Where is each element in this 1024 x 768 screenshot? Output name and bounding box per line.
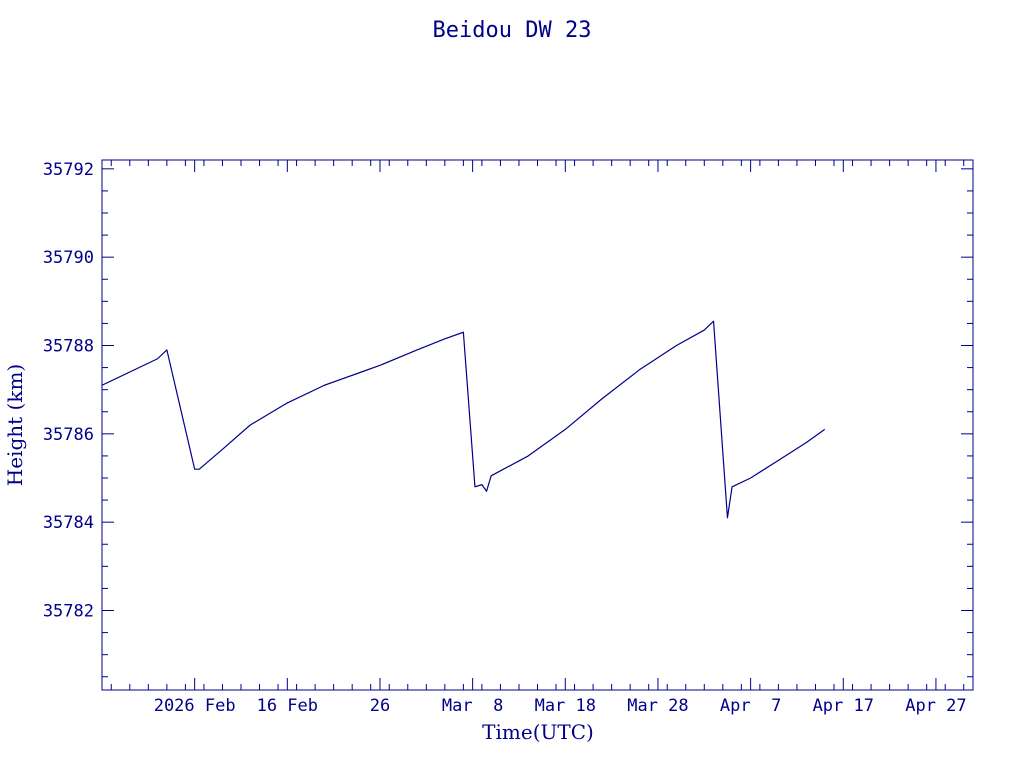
x-tick-label: 26 [370, 696, 390, 716]
x-tick-label: Apr 7 [720, 696, 781, 716]
y-axis-label: Height (km) [3, 364, 27, 486]
chart-title: Beidou DW 23 [433, 18, 592, 43]
y-tick-label: 35790 [43, 248, 94, 268]
x-tick-label: Apr 17 [813, 696, 874, 716]
series-layer [101, 320, 826, 519]
y-tick-label: 35792 [43, 160, 94, 180]
x-axis-ticks: 2026 Feb 16 Feb 26 Mar 8 Mar 18 Mar 28 Apr 7 Ap… [154, 160, 967, 716]
x-tick-label: Mar 18 [535, 696, 596, 716]
x-tick-label: 16 Feb [257, 696, 318, 716]
y-axis-ticks: 35782 35784 35786 35788 35790 35792 [43, 160, 973, 622]
y-tick-label: 35784 [43, 513, 94, 533]
x-tick-label: Mar 28 [627, 696, 688, 716]
y-tick-label: 35786 [43, 425, 94, 445]
x-tick-label: Mar 8 [442, 696, 503, 716]
x-minor-ticks [110, 160, 965, 690]
series-line-height [101, 320, 826, 519]
x-tick-label: Apr 27 [905, 696, 966, 716]
y-minor-ticks [102, 190, 973, 678]
y-tick-label: 35782 [43, 602, 94, 622]
x-axis-label: Time(UTC) [482, 720, 594, 744]
x-tick-label: 2026 Feb [154, 696, 236, 716]
y-tick-label: 35788 [43, 337, 94, 357]
plot-frame [101, 159, 974, 691]
